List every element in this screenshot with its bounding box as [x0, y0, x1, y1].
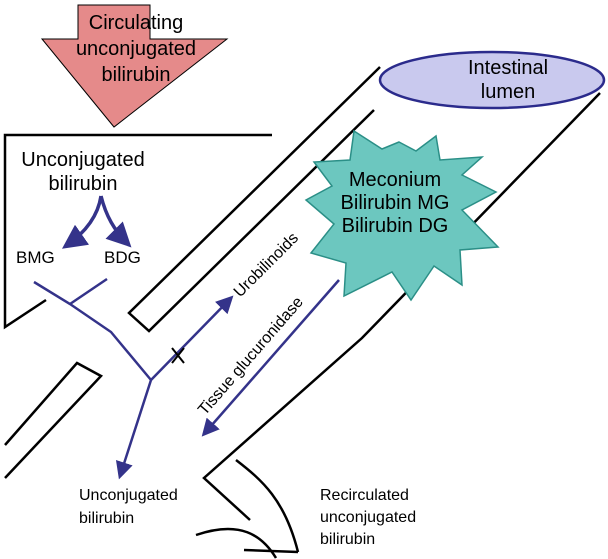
- arrow-to-bmg: [61, 195, 103, 249]
- intestinal-label-1: Intestinal: [468, 57, 548, 79]
- conjugation-arrows: [61, 195, 132, 249]
- intestine-left-wall: [127, 66, 381, 333]
- intestinal-lumen-ellipse: [378, 50, 606, 110]
- unconj-bottom-label-1: Unconjugated: [79, 487, 178, 504]
- recirc-label-2: unconjugated: [320, 509, 416, 526]
- intestinal-lumen: Intestinal lumen: [378, 50, 606, 110]
- recirc-curve-inner: [195, 527, 278, 559]
- pathway-to-urobilinoids: [150, 295, 234, 381]
- tissue-glucuronidase-arrow: [201, 279, 340, 437]
- meconium-label-1: Meconium: [349, 169, 441, 191]
- blocked-marker: [171, 347, 185, 364]
- intestine-right-wall: [202, 92, 601, 521]
- recirc-curve-outer: [235, 459, 300, 553]
- recirc-label-3: bilirubin: [320, 531, 375, 548]
- recirc-line: [243, 548, 299, 554]
- intestine-outline: [127, 66, 601, 521]
- pathway-bmg-branch: [33, 280, 152, 381]
- meconium-star-shape: [304, 129, 500, 302]
- biliary-pathway: [33, 277, 234, 480]
- bmg-label: BMG: [16, 248, 55, 267]
- circulating-label-3: bilirubin: [102, 64, 171, 86]
- duct-lower-wall: [4, 361, 104, 479]
- bdg-label: BDG: [104, 248, 141, 267]
- intestinal-label-2: lumen: [481, 81, 535, 103]
- meconium-label-2: Bilirubin MG: [341, 192, 450, 214]
- pathway-bdg-branch: [69, 277, 108, 306]
- meconium-starburst: Meconium Bilirubin MG Bilirubin DG: [304, 129, 500, 302]
- pathway-to-unconj-bottom: [115, 379, 153, 480]
- unconj-top-label-2: bilirubin: [49, 173, 118, 195]
- circulating-label-2: unconjugated: [76, 38, 196, 60]
- circulating-label-1: Circulating: [89, 12, 183, 34]
- unconj-top-label-1: Unconjugated: [21, 149, 144, 171]
- tissue-glucuronidase-label: Tissue glucuronidase: [195, 294, 307, 419]
- recirc-label-1: Recirculated: [320, 487, 409, 504]
- meconium-label-3: Bilirubin DG: [342, 215, 449, 237]
- recirculation-curves: [195, 459, 300, 559]
- circulating-arrow: Circulating unconjugated bilirubin: [40, 4, 229, 128]
- duct-outline: [3, 133, 272, 479]
- arrow-to-bdg: [99, 195, 132, 248]
- circulating-arrow-shape: [40, 4, 229, 128]
- duct-upper-wall: [3, 133, 272, 330]
- unconj-bottom-label-2: bilirubin: [79, 510, 134, 527]
